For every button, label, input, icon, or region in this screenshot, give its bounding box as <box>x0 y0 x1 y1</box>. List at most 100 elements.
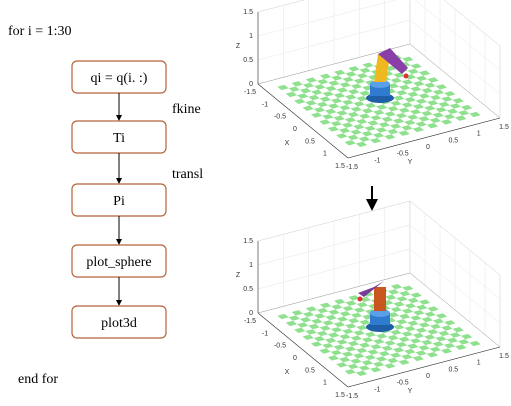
checker-cell <box>418 345 430 351</box>
checker-cell <box>395 341 408 348</box>
checker-cell <box>418 70 431 76</box>
checker-cell <box>342 328 354 335</box>
checker-cell <box>322 343 334 349</box>
checker-cell <box>344 346 357 352</box>
checker-cell <box>375 127 388 133</box>
checker-cell <box>421 110 433 117</box>
checker-cell <box>299 317 312 323</box>
checker-cell <box>319 325 331 331</box>
checker-cell <box>356 324 368 331</box>
x-axis-label: X <box>285 140 290 147</box>
z-tick-label: 0.5 <box>243 57 253 64</box>
robot-tool <box>403 73 409 79</box>
checker-cell <box>350 312 363 319</box>
checker-cell <box>288 315 300 321</box>
checker-cell <box>297 93 309 99</box>
z-axis-label: Z <box>236 272 241 279</box>
checker-cell <box>426 352 439 358</box>
checker-cell <box>387 312 399 318</box>
checker-cell <box>359 342 371 348</box>
checker-cell <box>356 302 368 308</box>
checker-cell <box>432 89 445 95</box>
y-axis-label: Y <box>408 388 413 395</box>
checker-cell <box>294 327 306 333</box>
checker-cell <box>345 323 357 329</box>
checker-cell <box>353 330 365 336</box>
checker-cell <box>455 115 467 121</box>
checker-cell <box>311 89 323 95</box>
checker-cell <box>443 342 456 349</box>
checker-cell <box>347 363 359 370</box>
checker-cell <box>412 126 424 133</box>
checker-cell <box>412 355 424 362</box>
y-tick-label: 0.5 <box>448 366 458 373</box>
checker-cell <box>277 313 289 320</box>
x-tick-label: -0.5 <box>274 343 286 350</box>
x-tick-label: -1 <box>262 101 268 108</box>
checker-cell <box>398 84 411 91</box>
checker-cell <box>350 335 362 341</box>
checker-cell <box>387 128 399 135</box>
checker-cell <box>407 91 419 97</box>
checker-cell <box>409 109 422 115</box>
checker-cell <box>341 122 354 128</box>
checker-cell <box>398 359 410 365</box>
checker-cell <box>361 108 374 114</box>
checker-cell <box>415 327 428 333</box>
checker-cell <box>435 313 448 319</box>
checker-cell <box>424 334 436 340</box>
checker-cell <box>404 325 416 332</box>
checker-cell <box>344 117 357 123</box>
checker-cell <box>313 336 326 342</box>
checker-cell <box>319 302 332 308</box>
checker-cell <box>458 110 470 116</box>
checker-cell <box>348 295 360 301</box>
checker-cell <box>302 82 315 89</box>
checker-cell <box>446 337 459 343</box>
checker-cell <box>407 343 419 349</box>
checker-cell <box>452 98 464 104</box>
checker-cell <box>330 327 343 333</box>
robot-link <box>374 54 390 82</box>
checker-cell <box>310 112 323 118</box>
x-axis <box>257 83 349 159</box>
checker-cell <box>452 327 464 333</box>
checker-cell <box>384 340 396 346</box>
checker-cell <box>370 137 382 144</box>
z-tick-label: 0 <box>249 81 253 88</box>
checker-cell <box>339 334 351 340</box>
checker-cell <box>308 94 320 101</box>
checker-cell <box>399 290 411 297</box>
checker-cell <box>359 296 371 303</box>
checker-cell <box>316 101 329 108</box>
checker-cell <box>341 351 354 357</box>
checker-cell <box>410 86 422 92</box>
flow-label: Pi <box>113 194 125 209</box>
checker-cell <box>401 331 413 337</box>
flow-label: Ti <box>113 131 125 146</box>
checker-cell <box>401 102 413 108</box>
checker-cell <box>460 333 473 340</box>
checker-cell <box>299 88 312 94</box>
checker-cell <box>404 119 416 126</box>
flow-label: qi = q(i. :) <box>91 71 148 86</box>
checker-cell <box>429 323 442 330</box>
checker-cell <box>302 105 314 111</box>
checker-cell <box>350 129 362 135</box>
checker-cell <box>469 111 481 118</box>
y-tick-label: 1 <box>477 360 481 367</box>
checker-cell <box>305 77 318 83</box>
x-tick-label: -0.5 <box>274 114 286 121</box>
checker-cell <box>310 341 323 347</box>
checker-cell <box>356 95 368 102</box>
checker-cell <box>398 336 410 342</box>
z-axis-label: Z <box>236 43 241 50</box>
checker-cell <box>319 96 331 102</box>
x-tick-label: 0.5 <box>305 138 315 145</box>
checker-cell <box>396 90 408 96</box>
checker-cell <box>302 334 314 340</box>
checker-cell <box>364 354 376 361</box>
checker-cell <box>415 121 427 127</box>
checker-cell <box>416 75 428 82</box>
checker-cell <box>375 356 388 362</box>
